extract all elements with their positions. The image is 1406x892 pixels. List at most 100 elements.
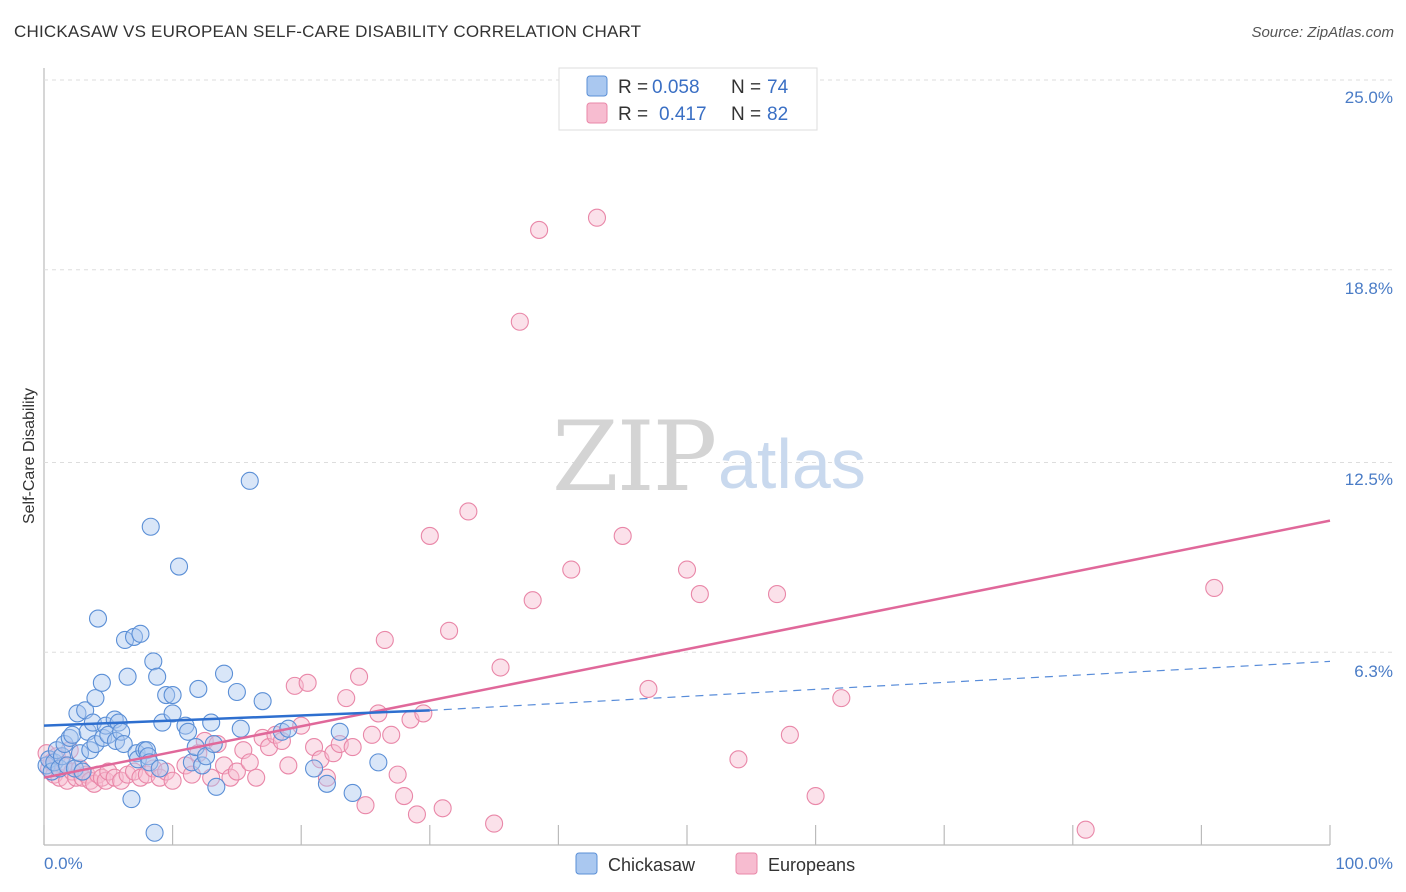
- europeans-point: [780, 725, 799, 744]
- chickasaw-point: [145, 823, 164, 842]
- x-tick-label-max: 100.0%: [1335, 854, 1393, 873]
- chickasaw-point: [169, 557, 189, 576]
- chickasaw-point: [157, 686, 176, 705]
- chickasaw-point: [118, 667, 137, 686]
- europeans-point: [388, 765, 407, 784]
- legend-r-label: R =: [618, 77, 653, 98]
- europeans-point: [767, 585, 787, 604]
- chickasaw-point: [70, 744, 90, 763]
- bottom-legend-label-chickasaw: Chickasaw: [608, 855, 696, 875]
- y-tick-label: 18.8%: [1345, 279, 1393, 298]
- watermark-zip: ZIP: [552, 401, 715, 513]
- legend-n-label: N =: [731, 77, 766, 98]
- europeans-point: [459, 502, 478, 521]
- europeans-point: [440, 621, 459, 640]
- scatter-points: [37, 208, 1224, 842]
- chickasaw-trend-extension: [429, 660, 1331, 711]
- europeans-point: [343, 738, 362, 757]
- legend-n-value: 74: [767, 77, 789, 98]
- europeans-point: [690, 585, 709, 604]
- chickasaw-point: [369, 753, 388, 772]
- chickasaw-point: [343, 783, 362, 803]
- chickasaw-point: [178, 722, 198, 741]
- europeans-point: [362, 725, 381, 744]
- chickasaw-point: [148, 667, 167, 686]
- europeans-point: [433, 799, 452, 818]
- europeans-point: [530, 220, 549, 239]
- chickasaw-point: [253, 692, 272, 711]
- europeans-point: [639, 679, 658, 698]
- correlation-legend: R = 0.058 N = 74 R = 0.417 N = 82: [558, 67, 818, 131]
- europeans-point: [324, 744, 343, 763]
- europeans-trend-line: [43, 519, 1331, 779]
- europeans-point: [337, 689, 356, 708]
- x-ticks: [43, 825, 1331, 845]
- chickasaw-point: [63, 725, 82, 744]
- trend-lines: [43, 519, 1331, 779]
- bottom-legend-swatch-chickasaw: [575, 852, 598, 875]
- europeans-point: [510, 312, 529, 331]
- europeans-point: [414, 704, 433, 723]
- chickasaw-point: [60, 728, 79, 747]
- chickasaw-point: [207, 777, 226, 796]
- chickasaw-point: [240, 471, 259, 490]
- legend-r-value: 0.058: [652, 77, 700, 98]
- europeans-point: [202, 768, 221, 787]
- chickasaw-point: [86, 689, 105, 708]
- chickasaw-point: [305, 759, 324, 778]
- chickasaw-point: [227, 682, 246, 702]
- europeans-point: [806, 786, 825, 806]
- europeans-point: [420, 526, 439, 545]
- chickasaw-point: [317, 774, 336, 793]
- europeans-point: [240, 753, 259, 772]
- chickasaw-point: [163, 704, 182, 723]
- bottom-legend-swatch-europeans: [735, 852, 758, 875]
- europeans-point: [491, 658, 510, 677]
- europeans-point: [523, 591, 542, 610]
- chickasaw-point: [131, 624, 150, 643]
- europeans-point: [298, 673, 317, 692]
- chickasaw-point: [231, 719, 250, 738]
- legend-swatch-chickasaw: [586, 75, 608, 97]
- chickasaw-trend-line: [43, 709, 430, 727]
- europeans-point: [1205, 578, 1224, 598]
- chickasaw-point: [153, 713, 172, 732]
- europeans-point: [356, 796, 375, 815]
- europeans-point: [562, 560, 581, 579]
- chickasaw-point: [330, 722, 349, 741]
- y-tick-label: 12.5%: [1345, 470, 1393, 489]
- europeans-point: [407, 805, 426, 824]
- y-tick-labels: 25.0% 18.8% 12.5% 6.3%: [1345, 88, 1393, 681]
- chickasaw-point: [214, 664, 234, 683]
- y-axis-label: Self-Care Disability: [21, 388, 38, 524]
- europeans-point: [279, 756, 298, 775]
- chickasaw-point: [92, 673, 111, 692]
- europeans-point: [1076, 820, 1095, 839]
- chickasaw-point: [114, 734, 133, 754]
- chickasaw-point: [88, 609, 108, 628]
- legend-swatch-europeans: [586, 102, 608, 124]
- y-tick-label: 6.3%: [1354, 662, 1393, 681]
- europeans-point: [375, 630, 394, 650]
- series-legend: Chickasaw Europeans: [575, 852, 855, 875]
- chickasaw-point: [193, 756, 212, 775]
- europeans-point: [395, 786, 414, 806]
- grid-lines: [44, 79, 1395, 653]
- chart-title: CHICKASAW VS EUROPEAN SELF-CARE DISABILI…: [14, 22, 642, 41]
- legend-n-value: 82: [767, 104, 788, 125]
- source-label: Source: ZipAtlas.com: [1251, 24, 1394, 41]
- europeans-point: [227, 762, 246, 781]
- legend-r-value: 0.417: [659, 104, 707, 125]
- europeans-point: [317, 768, 336, 787]
- europeans-point: [832, 689, 851, 708]
- chickasaw-point: [150, 759, 169, 778]
- legend-n-label: N =: [731, 104, 766, 125]
- y-tick-label: 25.0%: [1345, 88, 1393, 107]
- x-tick-label-min: 0.0%: [44, 854, 83, 873]
- europeans-point: [677, 560, 697, 579]
- europeans-point: [382, 725, 401, 744]
- europeans-point: [163, 771, 182, 790]
- legend-r-label: R =: [618, 104, 653, 125]
- bottom-legend-label-europeans: Europeans: [768, 855, 855, 875]
